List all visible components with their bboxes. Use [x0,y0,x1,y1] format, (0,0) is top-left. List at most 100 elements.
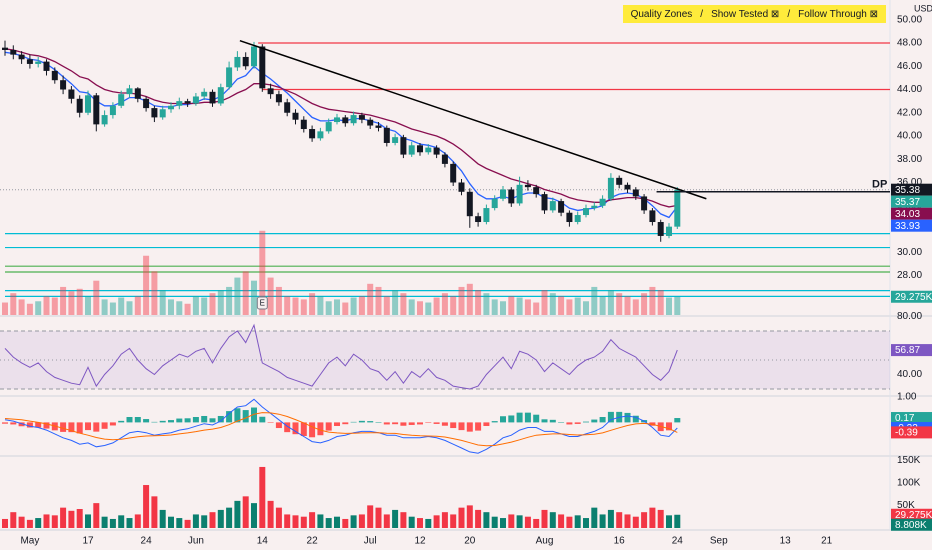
macd-histogram-bar [234,408,241,423]
volume-bar [408,299,415,315]
volume-pane-bar [267,500,274,528]
volume-pane-bar [68,510,75,528]
volume-bar [334,299,340,315]
candle-body [242,56,249,67]
candle-body [616,177,623,185]
candle-body [35,61,42,64]
volume-pane-bar [533,518,540,528]
candle-body [209,91,216,104]
macd-histogram-bar [151,421,158,423]
volume-bar [375,286,382,315]
volume-bar [126,301,133,315]
volume-bar [217,290,224,315]
macd-tag-label: -0.39 [895,428,918,439]
candle-body [325,122,332,132]
macd-histogram-bar [599,417,606,423]
volume-bar [267,277,274,315]
x-tick-label: 24 [672,536,684,547]
volume-bar [466,283,473,315]
candle-body [101,115,108,125]
volume-pane-bar [85,514,91,528]
macd-histogram-bar [118,420,125,423]
legend[interactable]: Quality Zones / Show Tested ⊠ / Follow T… [622,5,886,23]
volume-bar [350,297,357,315]
candle-body [143,98,150,109]
volume-pane-bar [549,512,556,528]
volume-pane-bar [367,505,374,528]
x-tick-label: 20 [464,536,476,547]
macd-histogram-bar [541,419,548,423]
y-tick-label: 36.00 [897,177,922,188]
volume-bar [43,296,50,315]
currency-label: USD [914,3,932,13]
x-tick-label: Aug [536,536,554,547]
candle-body [226,67,233,88]
candle-body [558,201,565,213]
volume-pane-bar [51,515,58,528]
volume-pane-bar [508,514,515,528]
candle-body [375,125,382,128]
volume-bar [516,297,523,315]
price-tag-label: 35.38 [895,185,920,196]
volume-bar [93,280,100,315]
volume-bar [226,286,233,315]
volume-bar [35,301,42,315]
volume-pane-bar [583,518,589,528]
volume-bar [666,297,672,315]
volume-pane-bar [441,512,448,528]
volume-bar [85,296,91,315]
x-tick-label: Jul [364,536,377,547]
y-tick-label: 80.00 [897,311,922,322]
macd-histogram-bar [259,416,266,423]
volume-bar [458,286,465,315]
volume-bar [583,301,589,315]
y-tick-label: 100K [897,477,921,488]
y-tick-label: 150K [897,455,921,466]
volume-bar [118,297,125,315]
y-tick-label: 40.00 [897,131,922,142]
macd-histogram-bar [591,419,598,423]
macd-histogram-bar [85,422,91,431]
volume-pane-bar [226,507,233,528]
candle-body [657,222,664,236]
candle-body [583,208,589,216]
volume-pane-bar [500,518,506,528]
macd-histogram-bar [417,422,423,425]
volume-tag-label: 29.275K [895,292,932,303]
candle-body [60,80,67,90]
y-tick-label: 1.00 [897,391,917,402]
volume-pane-bar [649,507,656,528]
macd-tag-label: 0.17 [895,413,915,424]
legend-item[interactable]: Quality Zones [630,8,693,20]
candle-body [168,105,174,110]
dp-label: DP [872,179,887,191]
volume-bar [201,297,208,315]
macd-histogram-bar [26,422,33,428]
volume-pane-bar [101,516,108,528]
macd-tag [891,412,932,425]
volume-pane-bar [2,518,8,528]
candle-body [159,109,166,118]
macd-histogram-bar [516,412,523,423]
volume-pane-bar [143,485,150,528]
legend-item[interactable]: Follow Through ⊠ [798,8,878,20]
earnings-label: E [260,299,265,308]
y-tick-label: 44.00 [897,84,922,95]
candle-body [300,119,307,130]
macd-histogram-bar [2,422,8,424]
candle-body [524,184,531,188]
legend-item[interactable]: Show Tested ⊠ [711,8,780,20]
macd-histogram-bar [674,418,681,423]
volume-pane-bar [566,516,573,528]
candle-body [51,70,58,81]
volume-pane-bar [275,507,282,528]
volume-bar [209,293,216,315]
candle-body [533,187,540,195]
volume-bar [358,296,365,315]
candle-body [134,88,141,99]
macd-histogram-bar [483,422,490,426]
volume-pane-bar [159,509,166,528]
macd-histogram-bar [159,420,166,423]
candle-body [275,94,282,103]
macd-histogram-bar [60,422,67,432]
